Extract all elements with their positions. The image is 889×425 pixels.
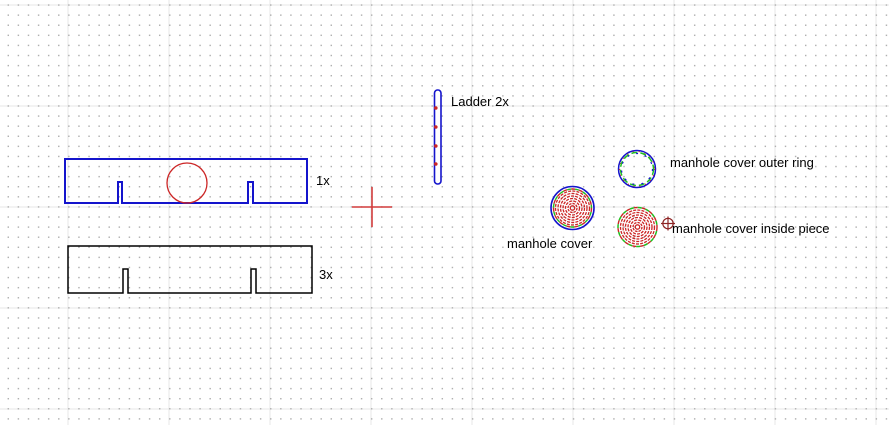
manhole-cover-label[interactable]: manhole cover: [507, 236, 593, 251]
manhole-inside-piece-label[interactable]: manhole cover inside piece: [672, 221, 830, 236]
origin-crosshair-icon: [352, 187, 392, 227]
plate-3x-outline[interactable]: [67, 245, 313, 294]
ladder-label[interactable]: Ladder 2x: [451, 94, 509, 109]
ladder-rung-marker: [434, 125, 438, 129]
manhole-outer-ring-label[interactable]: manhole cover outer ring: [670, 155, 814, 170]
ladder-shape[interactable]: [433, 89, 442, 185]
plate-3x-label[interactable]: 3x: [319, 267, 333, 282]
manhole-cover-shape[interactable]: [550, 185, 595, 231]
manhole-outer-ring-shape[interactable]: [617, 149, 657, 189]
point-marker-icon[interactable]: [661, 216, 675, 231]
plate-1x-hole-circle[interactable]: [166, 162, 208, 204]
plate-1x-label[interactable]: 1x: [316, 173, 330, 188]
manhole-inside-piece-shape[interactable]: [617, 206, 658, 248]
ladder-rung-marker: [434, 162, 438, 166]
ladder-rung-marker: [434, 106, 438, 110]
plate-1x-outline[interactable]: [64, 158, 308, 204]
ladder-rung-marker: [434, 144, 438, 148]
